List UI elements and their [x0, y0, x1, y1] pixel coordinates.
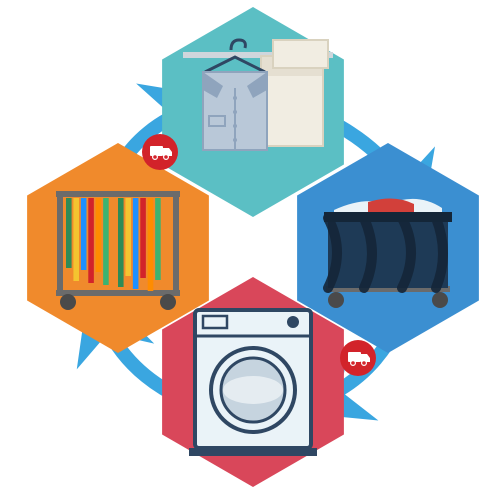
laundry-cycle-diagram [0, 0, 500, 500]
truck-bottom-right [340, 340, 376, 376]
truck-top-left [142, 134, 178, 170]
